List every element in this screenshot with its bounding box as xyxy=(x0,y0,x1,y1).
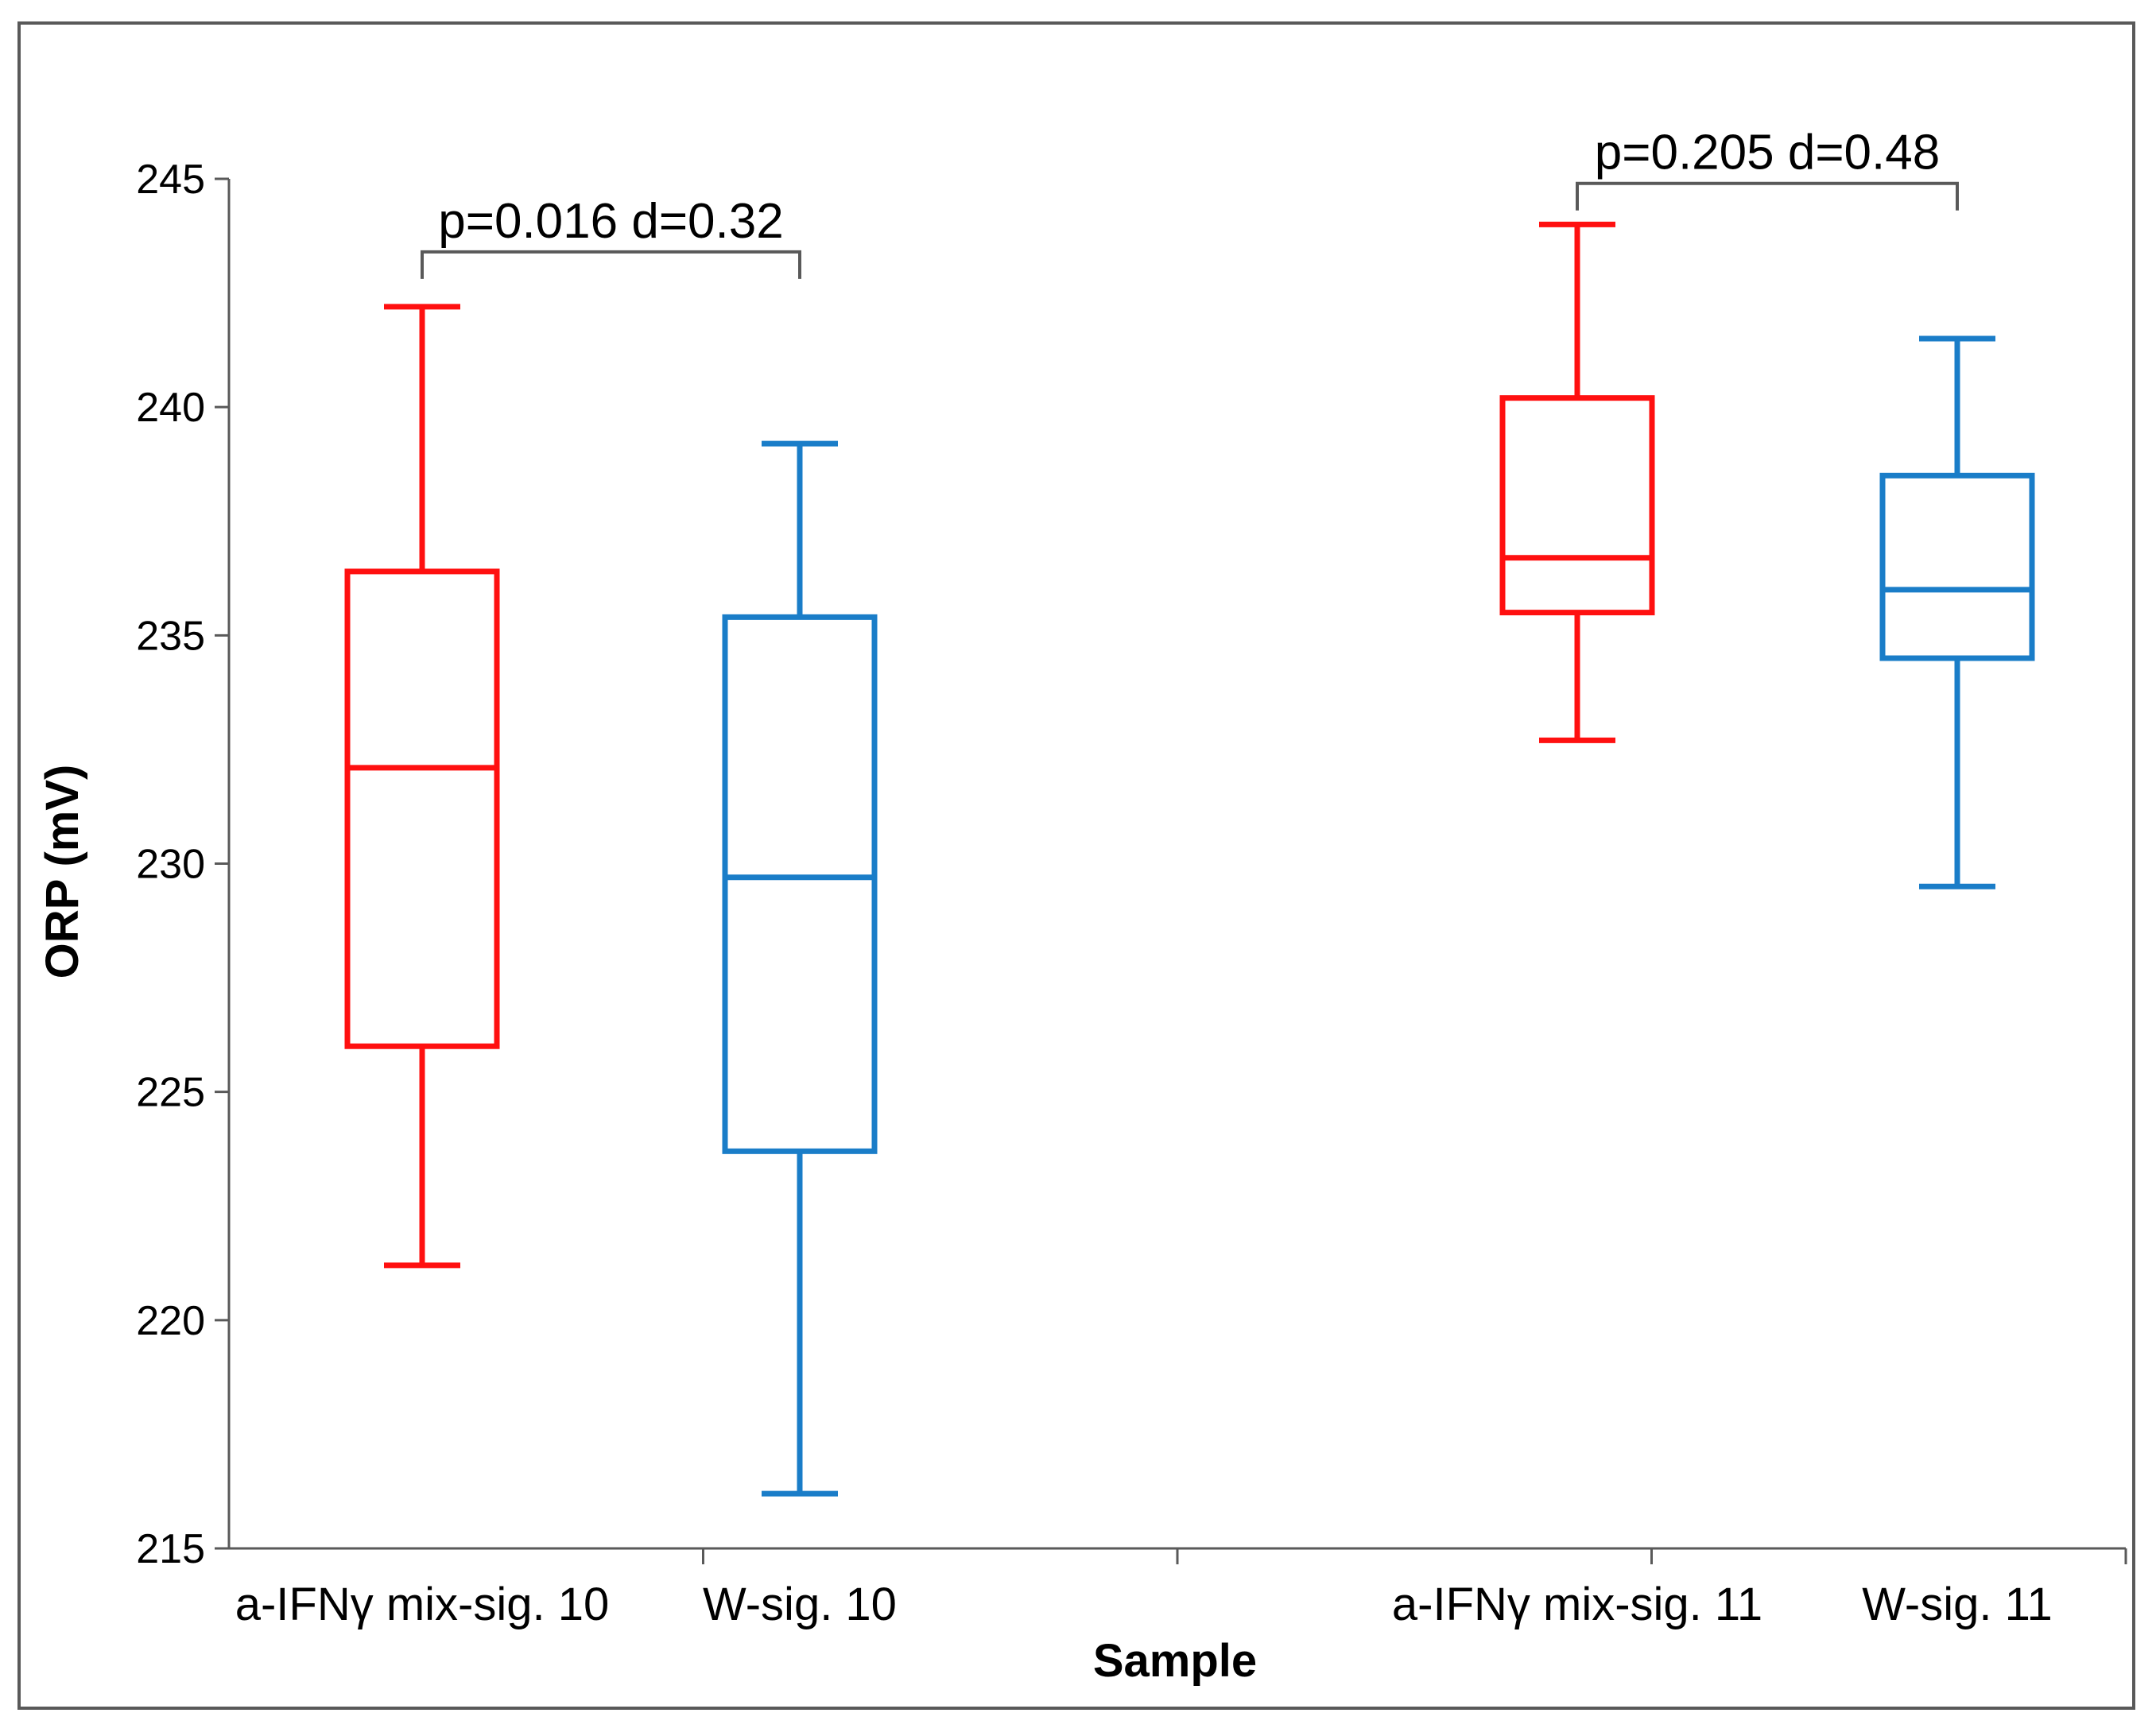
significance-label: p=0.205 d=0.48 xyxy=(1595,126,1940,180)
category-label: a-IFNγ mix-sig. 11 xyxy=(1392,1579,1762,1630)
y-tick-label: 235 xyxy=(136,613,205,659)
iqr-box xyxy=(722,614,878,1154)
box-2 xyxy=(1499,221,1655,743)
x-axis-title: Sample xyxy=(1093,1635,1257,1687)
iqr-box xyxy=(1879,472,2035,661)
x-ticks xyxy=(702,1548,2127,1564)
significance-annotation: p=0.205 d=0.48 xyxy=(1576,126,1959,211)
y-tick-label: 245 xyxy=(136,157,205,203)
y-tick-label: 240 xyxy=(136,385,205,431)
y-tick-label: 215 xyxy=(136,1526,205,1572)
y-tick-label: 220 xyxy=(136,1298,205,1344)
significance-bracket xyxy=(421,250,801,279)
boxes xyxy=(344,221,2035,1497)
significance-annotation: p=0.016 d=0.32 xyxy=(421,194,801,279)
axes: 215 220 225 230 235 240 245 xyxy=(136,157,2127,1572)
box-0 xyxy=(344,304,500,1269)
significance-bracket xyxy=(1576,181,1959,211)
box-3 xyxy=(1879,335,2035,889)
category-label: W-sig. 10 xyxy=(703,1579,897,1630)
chart-frame: 215 220 225 230 235 240 245 p=0.016 d=0.32 p=0.… xyxy=(17,21,2135,1710)
category-labels: a-IFNγ mix-sig. 10 W-sig. 10 a-IFNγ mix-si… xyxy=(235,1579,2053,1630)
y-axis-title: ORP (mV) xyxy=(37,765,88,979)
category-label: W-sig. 11 xyxy=(1862,1579,2053,1630)
iqr-box xyxy=(1499,395,1655,616)
y-tick-label: 225 xyxy=(136,1070,205,1116)
y-ticks: 215 220 225 230 235 240 245 xyxy=(136,157,229,1572)
iqr-box xyxy=(344,568,500,1049)
box-1 xyxy=(722,440,878,1497)
annotations: p=0.016 d=0.32 p=0.205 d=0.48 xyxy=(421,126,1959,279)
y-tick-label: 230 xyxy=(136,842,205,888)
category-label: a-IFNγ mix-sig. 10 xyxy=(235,1579,610,1630)
significance-label: p=0.016 d=0.32 xyxy=(438,194,783,249)
